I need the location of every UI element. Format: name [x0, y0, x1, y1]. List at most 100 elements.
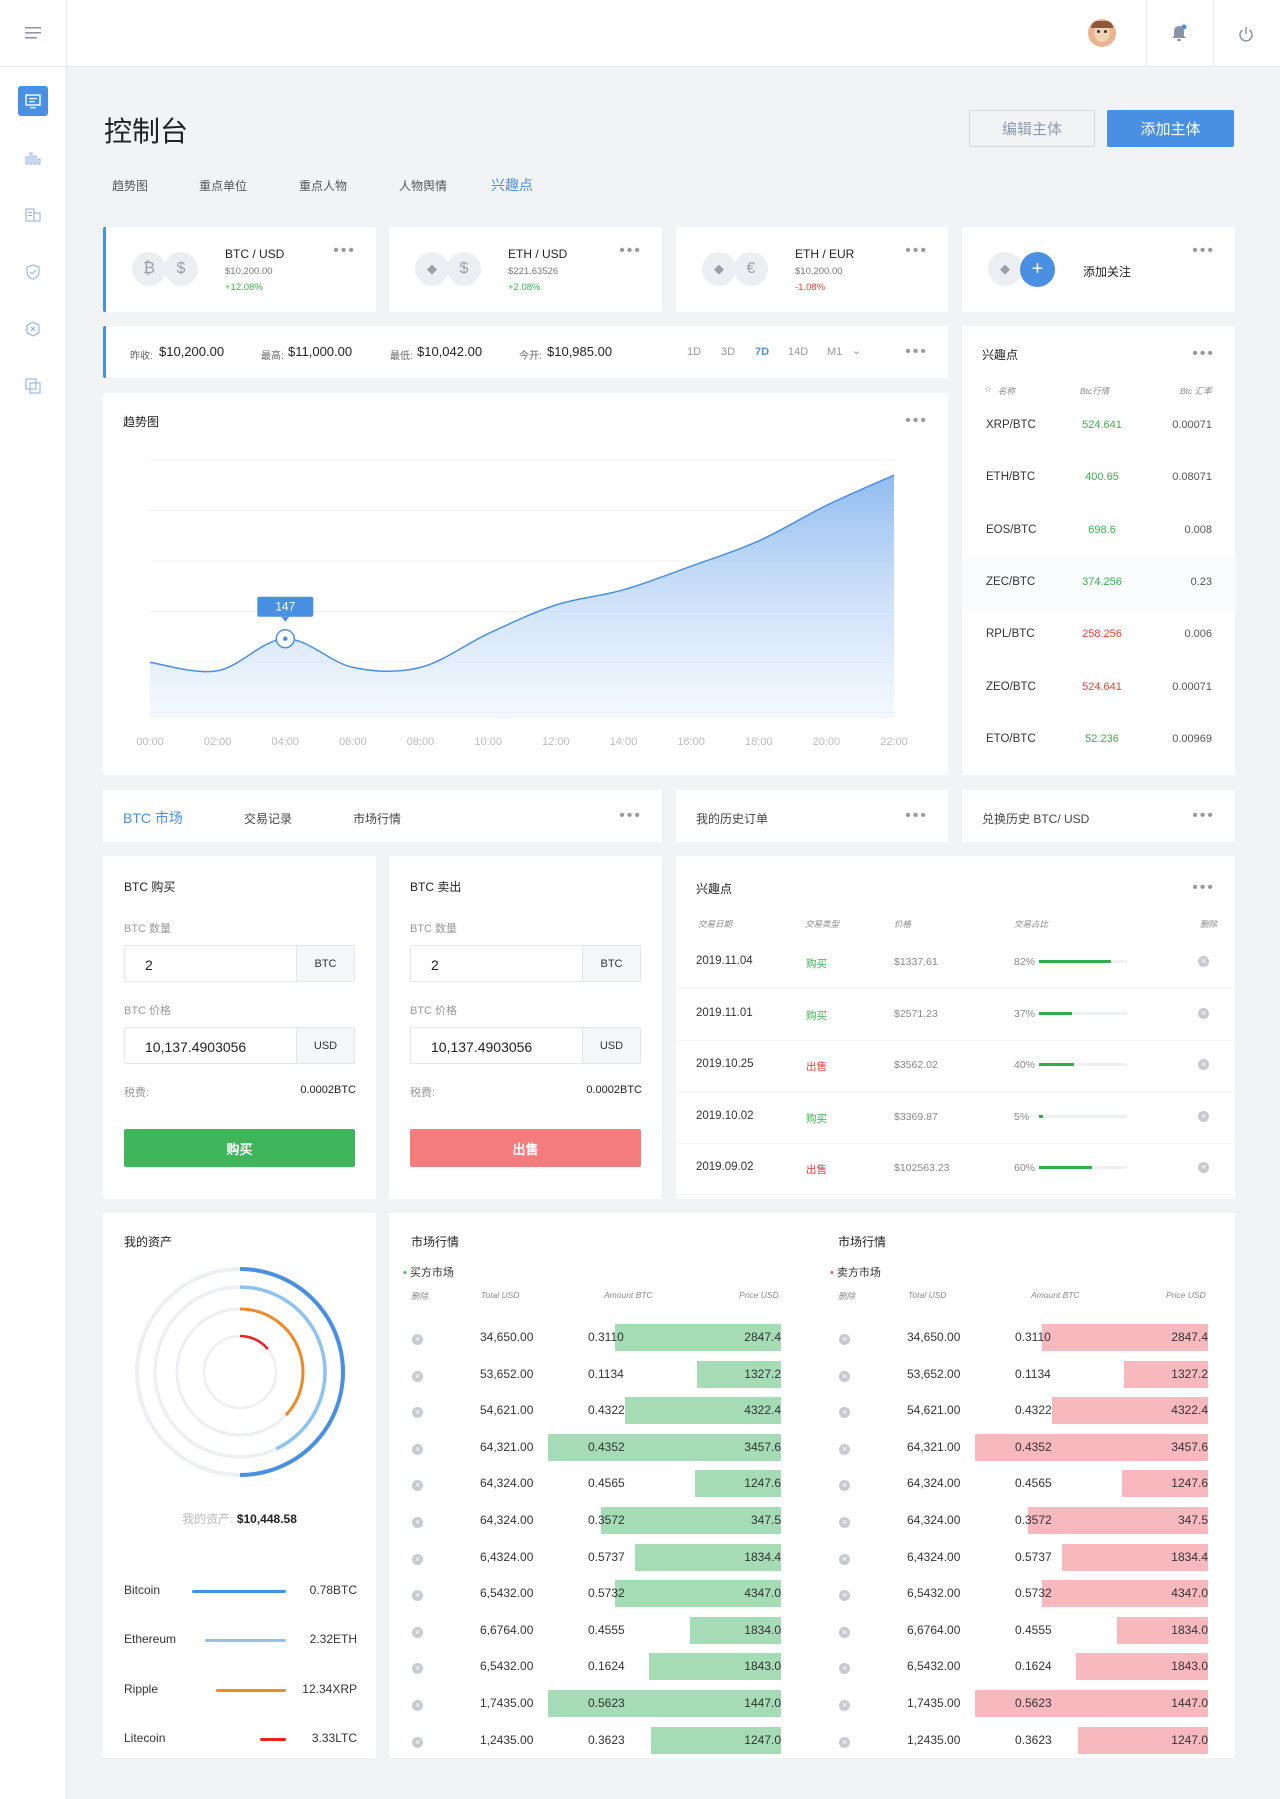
book-row[interactable]: × 1,2435.00 0.3623 1247.0: [816, 1723, 1216, 1759]
book-row[interactable]: × 6,5432.00 0.1624 1843.0: [389, 1649, 789, 1685]
book-row[interactable]: × 6,6764.00 0.4555 1834.0: [389, 1613, 789, 1649]
delete-icon[interactable]: ×: [412, 1368, 423, 1382]
order-row[interactable]: 2019.10.25 出售 $3562.02 40% ×: [676, 1040, 1233, 1092]
delete-icon[interactable]: ×: [1198, 1161, 1209, 1173]
more-icon[interactable]: •••: [619, 242, 642, 259]
add-icon[interactable]: +: [1020, 252, 1055, 287]
notification-button[interactable]: [1171, 24, 1187, 45]
delete-icon[interactable]: ×: [839, 1368, 850, 1382]
sell-button[interactable]: 出售: [410, 1129, 641, 1167]
book-row[interactable]: × 6,4324.00 0.5737 1834.4: [389, 1540, 789, 1576]
delete-icon[interactable]: ×: [1198, 955, 1209, 967]
delete-icon[interactable]: ×: [839, 1587, 850, 1602]
tab-btc-market[interactable]: BTC 市场: [123, 810, 183, 826]
watchlist-row[interactable]: RPL/BTC 258.256 0.006: [962, 610, 1236, 662]
delete-icon[interactable]: ×: [412, 1697, 423, 1711]
tab-trade-records[interactable]: 交易记录: [244, 812, 293, 826]
book-row[interactable]: × 64,321.00 0.4352 3457.6: [816, 1430, 1216, 1466]
buy-button[interactable]: 购买: [124, 1129, 355, 1167]
watchlist-row[interactable]: XRP/BTC 524.641 0.00071: [962, 401, 1236, 453]
range-3d[interactable]: 3D: [721, 346, 736, 358]
more-icon[interactable]: •••: [905, 807, 928, 824]
book-row[interactable]: × 64,324.00 0.4565 1247.6: [389, 1466, 789, 1502]
delete-icon[interactable]: ×: [839, 1624, 850, 1638]
delete-icon[interactable]: ×: [839, 1697, 850, 1711]
tab-market-quotes[interactable]: 市场行情: [353, 812, 402, 826]
delete-icon[interactable]: ×: [1198, 1007, 1209, 1019]
tab-key-units[interactable]: 重点单位: [199, 179, 248, 193]
book-row[interactable]: × 64,324.00 0.3572 347.5: [816, 1503, 1216, 1539]
range-14d[interactable]: 14D: [788, 346, 809, 358]
delete-icon[interactable]: ×: [839, 1441, 850, 1455]
more-icon[interactable]: •••: [333, 242, 356, 259]
delete-icon[interactable]: ×: [412, 1587, 423, 1602]
sidebar-item-settings[interactable]: [18, 314, 48, 344]
book-row[interactable]: × 54,621.00 0.4322 4322.4: [389, 1393, 789, 1429]
more-icon[interactable]: •••: [905, 343, 928, 360]
history-card[interactable]: 我的历史订单 •••: [676, 790, 948, 842]
tab-interest[interactable]: 兴趣点: [491, 177, 533, 193]
more-icon[interactable]: •••: [1192, 345, 1215, 362]
menu-toggle[interactable]: [0, 0, 66, 67]
delete-icon[interactable]: ×: [412, 1404, 423, 1419]
book-row[interactable]: × 1,7435.00 0.5623 1447.0: [389, 1686, 789, 1722]
delete-icon[interactable]: ×: [412, 1514, 423, 1528]
buy-price-input[interactable]: 10,137.4903056 USD: [124, 1027, 355, 1064]
delete-icon[interactable]: ×: [412, 1734, 423, 1748]
watchlist-row[interactable]: ETO/BTC 52.236 0.00969: [962, 715, 1236, 767]
range-m1[interactable]: M1: [827, 346, 843, 358]
sidebar-item-units[interactable]: [18, 200, 48, 230]
watchlist-row[interactable]: EOS/BTC 698.6 0.008: [962, 506, 1236, 558]
add-subject-button[interactable]: 添加主体: [1107, 110, 1234, 147]
delete-icon[interactable]: ×: [839, 1734, 850, 1748]
range-1d[interactable]: 1D: [687, 346, 702, 358]
delete-icon[interactable]: ×: [412, 1624, 423, 1638]
buy-qty-input[interactable]: 2 BTC: [124, 945, 355, 982]
more-icon[interactable]: •••: [619, 807, 642, 824]
book-row[interactable]: × 6,5432.00 0.5732 4347.0: [389, 1576, 789, 1612]
book-row[interactable]: × 64,321.00 0.4352 3457.6: [389, 1430, 789, 1466]
sell-price-input[interactable]: 10,137.4903056 USD: [410, 1027, 641, 1064]
sidebar-item-stats[interactable]: [18, 143, 48, 173]
book-row[interactable]: × 53,652.00 0.1134 1327.2: [816, 1357, 1216, 1393]
edit-subject-button[interactable]: 编辑主体: [969, 110, 1095, 147]
order-row[interactable]: 2019.11.04 购买 $1337.61 82% ×: [676, 937, 1233, 989]
tab-trend[interactable]: 趋势图: [112, 179, 149, 193]
power-button[interactable]: [1238, 26, 1254, 45]
delete-icon[interactable]: ×: [412, 1331, 423, 1345]
order-row[interactable]: 2019.09.02 出售 $102563.23 60% ×: [676, 1143, 1233, 1195]
sidebar-item-copy[interactable]: [18, 371, 48, 401]
book-row[interactable]: × 34,650.00 0.3110 2847.4: [389, 1320, 789, 1356]
delete-icon[interactable]: ×: [839, 1660, 850, 1675]
delete-icon[interactable]: ×: [839, 1514, 850, 1528]
order-row[interactable]: 2019.11.01 购买 $2571.23 37% ×: [676, 989, 1233, 1041]
delete-icon[interactable]: ×: [839, 1477, 850, 1492]
book-row[interactable]: × 1,7435.00 0.5623 1447.0: [816, 1686, 1216, 1722]
tab-opinion[interactable]: 人物舆情: [399, 179, 448, 193]
book-row[interactable]: × 54,621.00 0.4322 4322.4: [816, 1393, 1216, 1429]
book-row[interactable]: × 6,5432.00 0.1624 1843.0: [816, 1649, 1216, 1685]
more-icon[interactable]: •••: [1192, 879, 1215, 896]
book-row[interactable]: × 6,4324.00 0.5737 1834.4: [816, 1540, 1216, 1576]
delete-icon[interactable]: ×: [412, 1441, 423, 1455]
delete-icon[interactable]: ×: [839, 1551, 850, 1565]
sell-qty-input[interactable]: 2 BTC: [410, 945, 641, 982]
delete-icon[interactable]: ×: [839, 1331, 850, 1345]
watchlist-row[interactable]: ZEO/BTC 524.641 0.00071: [962, 663, 1236, 715]
ticker-card[interactable]: ◆ € ETH / EUR $10,200.00 -1.08% •••: [676, 227, 948, 312]
book-row[interactable]: × 1,2435.00 0.3623 1247.0: [389, 1723, 789, 1759]
hamburger-icon[interactable]: [25, 27, 41, 39]
delete-icon[interactable]: ×: [412, 1551, 423, 1565]
delete-icon[interactable]: ×: [839, 1404, 850, 1419]
sidebar-item-dashboard[interactable]: [18, 86, 48, 116]
delete-icon[interactable]: ×: [1198, 1058, 1209, 1070]
ticker-card[interactable]: ◆ $ ETH / USD $221.63526 +2.08% •••: [389, 227, 662, 312]
more-icon[interactable]: •••: [1192, 242, 1215, 259]
delete-icon[interactable]: ×: [1198, 1110, 1209, 1122]
book-row[interactable]: × 6,5432.00 0.5732 4347.0: [816, 1576, 1216, 1612]
more-icon[interactable]: •••: [905, 242, 928, 259]
avatar[interactable]: [1088, 19, 1116, 47]
book-row[interactable]: × 34,650.00 0.3110 2847.4: [816, 1320, 1216, 1356]
chevron-down-icon[interactable]: ⌄: [852, 345, 862, 357]
ticker-card[interactable]: ₿ $ BTC / USD $10,200.00 +12.08% •••: [103, 227, 376, 312]
